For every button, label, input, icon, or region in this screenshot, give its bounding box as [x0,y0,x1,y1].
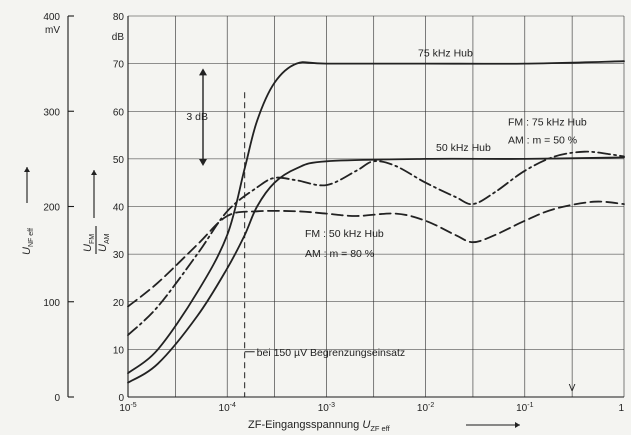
x-axis-label: ZF-Eingangsspannung UZF eff [248,419,391,433]
series-line-1 [127,156,625,384]
x-tick-label: 10-2 [417,402,434,414]
annotation-am80: AM : m = 80 % [305,248,374,260]
x-tick-label: 10-1 [516,402,533,414]
left-y-tick-label: 0 [54,393,60,404]
series [127,60,625,397]
left-y-tick-label: 400 [43,12,60,23]
labels: 0 100 200 300 400 mV 0 10 20 30 40 50 60 70 80 dB UNF ef… [21,12,624,433]
right-y-tick-label: 30 [113,250,125,261]
db3-arrowhead-up [199,68,207,76]
right-y-tick-label: 70 [113,60,125,71]
right-y-tick-label: 50 [113,155,125,166]
right-y-tick-label: 0 [118,393,124,404]
x-axis-label-arrowhead [515,422,520,428]
series-line-2 [127,150,625,336]
right-y-tick-label: 20 [113,298,125,309]
x-tick-label: 1 [618,403,624,414]
series-line-0 [127,60,625,375]
series-line-3 [127,200,625,308]
annotation-fm75: FM : 75 kHz Hub [508,116,587,128]
right-y-tick-label: 60 [113,107,125,118]
x-tick-label: 10-4 [219,402,236,414]
right-y-tick-label: 10 [113,345,125,356]
right-y-label-den: UAM [97,233,111,252]
axes [67,15,624,398]
right-y-label-arrowhead [91,170,97,175]
left-y-label-arrowhead [24,167,30,172]
left-y-tick-label: 300 [43,107,60,118]
right-y-tick-label: 40 [113,203,125,214]
annotation-db3: 3 dB [186,111,208,123]
left-y-tick-label: 100 [43,298,60,309]
right-y-unit: dB [112,32,125,43]
right-y-tick-label: 80 [113,12,125,23]
annotation-am50: AM : m = 50 % [508,135,577,147]
annotation-limit: bei 150 µV Begrenzungseinsatz [257,347,405,359]
left-y-tick-label: 200 [43,203,60,214]
annotation-hub75: 75 kHz Hub [418,48,473,60]
right-y-label-num: UFM [82,234,96,252]
db3-arrowhead-down [199,159,207,167]
x-tick-label: 10-5 [119,402,136,414]
annotation-hub50: 50 kHz Hub [436,142,491,154]
left-y-label: UNF eff [21,167,35,255]
left-y-label-text: UNF eff [21,228,35,255]
left-y-unit: mV [45,25,60,36]
x-tick-label: 10-3 [318,402,335,414]
x-unit: V [569,383,576,394]
annotation-fm50: FM : 50 kHz Hub [305,228,384,240]
